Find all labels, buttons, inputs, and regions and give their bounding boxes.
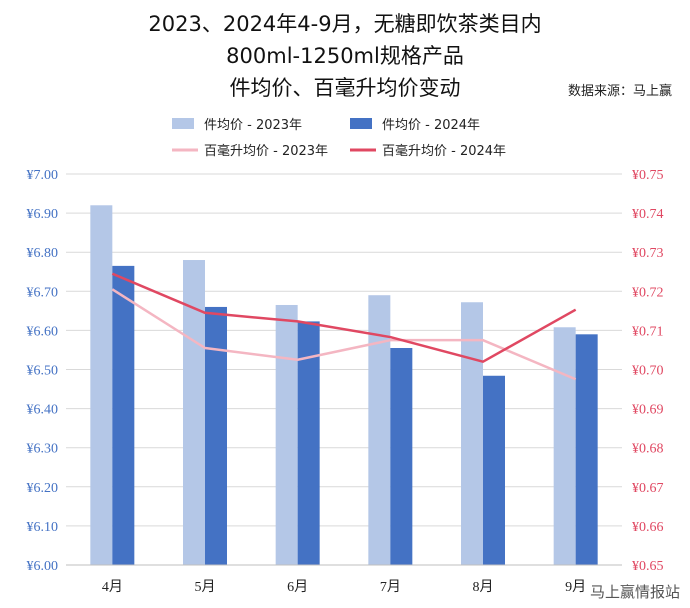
- right-axis-tick-label: ¥0.74: [632, 207, 664, 222]
- right-axis-tick-label: ¥0.70: [632, 364, 664, 379]
- left-axis-tick-label: ¥6.70: [27, 285, 59, 300]
- bar-2023: [461, 302, 483, 565]
- left-axis-tick-label: ¥6.30: [27, 442, 59, 457]
- line-2024: [111, 272, 577, 363]
- bar-2024: [575, 334, 598, 565]
- left-axis-tick-label: ¥6.60: [27, 324, 59, 339]
- legend-label: 件均价 - 2023年: [204, 118, 302, 133]
- bar-2023: [275, 304, 298, 565]
- bar-2024: [483, 375, 505, 565]
- chart-title-line-1: 2023、2024年4-9月，无糖即饮茶类目内: [148, 12, 542, 36]
- bar-2024: [205, 306, 227, 565]
- right-axis-tick-label: ¥0.65: [632, 559, 664, 574]
- legend-label: 件均价 - 2024年: [382, 118, 480, 133]
- x-axis-tick-label: 6月: [287, 579, 308, 595]
- bar-2024: [112, 265, 135, 565]
- x-axis-tick-label: 7月: [380, 579, 401, 595]
- left-axis-tick-label: ¥6.50: [27, 364, 59, 379]
- x-axis-tick-label: 4月: [102, 579, 123, 595]
- right-axis-tick-label: ¥0.66: [632, 520, 664, 535]
- left-axis-tick-label: ¥6.10: [27, 520, 59, 535]
- legend-swatch: [172, 118, 194, 129]
- bar-2023: [368, 295, 391, 565]
- left-axis-tick-label: ¥7.00: [27, 168, 59, 183]
- right-axis-tick-label: ¥0.69: [632, 403, 664, 418]
- left-axis-tick-label: ¥6.40: [27, 403, 59, 418]
- x-axis-tick-label: 5月: [195, 579, 216, 595]
- chart-title-line-3: 件均价、百毫升均价变动: [229, 76, 461, 100]
- right-axis-tick-label: ¥0.73: [632, 246, 664, 261]
- bar-2023: [553, 327, 576, 565]
- right-axis-tick-label: ¥0.72: [632, 285, 664, 300]
- right-axis-tick-label: ¥0.71: [632, 324, 664, 339]
- left-axis-tick-label: ¥6.90: [27, 207, 59, 222]
- left-axis-tick-label: ¥6.20: [27, 481, 59, 496]
- left-axis-tick-label: ¥6.00: [27, 559, 59, 574]
- legend-swatch: [350, 118, 372, 129]
- chart-title-line-2: 800ml-1250ml规格产品: [226, 44, 464, 68]
- x-axis-tick-label: 8月: [473, 579, 494, 595]
- x-axis-tick-label: 9月: [565, 579, 586, 595]
- legend-label: 百毫升均价 - 2023年: [204, 143, 328, 159]
- bar-2024: [390, 347, 413, 565]
- right-axis-tick-label: ¥0.67: [632, 481, 664, 496]
- watermark: 马上赢情报站: [589, 583, 680, 601]
- bar-2024: [297, 321, 320, 565]
- left-axis-tick-label: ¥6.80: [27, 246, 59, 261]
- bar-2023: [90, 205, 113, 565]
- right-axis-tick-label: ¥0.68: [632, 442, 664, 457]
- legend-label: 百毫升均价 - 2024年: [382, 143, 506, 159]
- data-source-note: 数据来源：马上赢: [567, 84, 672, 99]
- line-2023: [111, 288, 577, 381]
- right-axis-tick-label: ¥0.75: [632, 168, 664, 183]
